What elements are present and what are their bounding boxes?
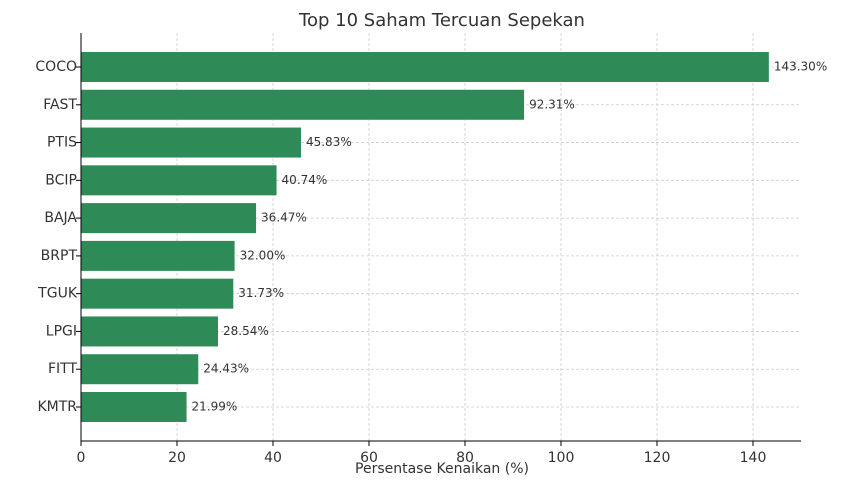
bar bbox=[81, 89, 525, 120]
y-tick-label: FITT bbox=[48, 361, 77, 377]
x-tick-label: 140 bbox=[740, 450, 767, 466]
chart-title: Top 10 Saham Tercuan Sepekan bbox=[298, 10, 585, 31]
y-tick-label: BAJA bbox=[44, 210, 77, 226]
value-label: 36.47% bbox=[261, 211, 307, 225]
value-label: 32.00% bbox=[240, 248, 286, 262]
y-tick-label: FAST bbox=[43, 97, 77, 113]
value-label: 40.74% bbox=[282, 173, 328, 187]
bar bbox=[81, 316, 218, 347]
x-tick-label: 0 bbox=[77, 450, 86, 466]
x-tick-label: 40 bbox=[264, 450, 282, 466]
x-tick-label: 100 bbox=[548, 450, 575, 466]
y-tick-label: BRPT bbox=[41, 248, 78, 264]
y-tick-label: KMTR bbox=[37, 399, 77, 415]
value-label: 92.31% bbox=[529, 97, 575, 111]
bar bbox=[81, 392, 187, 422]
value-label: 31.73% bbox=[238, 286, 284, 300]
bar bbox=[81, 278, 234, 309]
bar bbox=[81, 240, 235, 271]
value-label: 21.99% bbox=[192, 400, 238, 414]
y-tick-label: LPGI bbox=[46, 323, 77, 339]
value-label: 24.43% bbox=[203, 362, 249, 376]
value-label: 143.30% bbox=[774, 60, 827, 74]
bar bbox=[81, 354, 199, 385]
bar bbox=[81, 127, 301, 158]
x-axis-label: Persentase Kenaikan (%) bbox=[355, 461, 529, 477]
bar bbox=[81, 203, 257, 234]
value-label: 45.83% bbox=[306, 135, 352, 149]
value-label: 28.54% bbox=[223, 324, 269, 338]
bar bbox=[81, 165, 277, 196]
y-tick-label: COCO bbox=[35, 59, 77, 75]
y-tick-label: BCIP bbox=[45, 172, 77, 188]
y-tick-label: PTIS bbox=[47, 135, 77, 151]
x-tick-label: 20 bbox=[168, 450, 186, 466]
bar bbox=[81, 52, 769, 82]
x-tick-label: 60 bbox=[360, 450, 378, 466]
y-tick-label: TGUK bbox=[37, 286, 78, 302]
x-tick-label: 80 bbox=[456, 450, 474, 466]
x-tick-label: 120 bbox=[644, 450, 671, 466]
